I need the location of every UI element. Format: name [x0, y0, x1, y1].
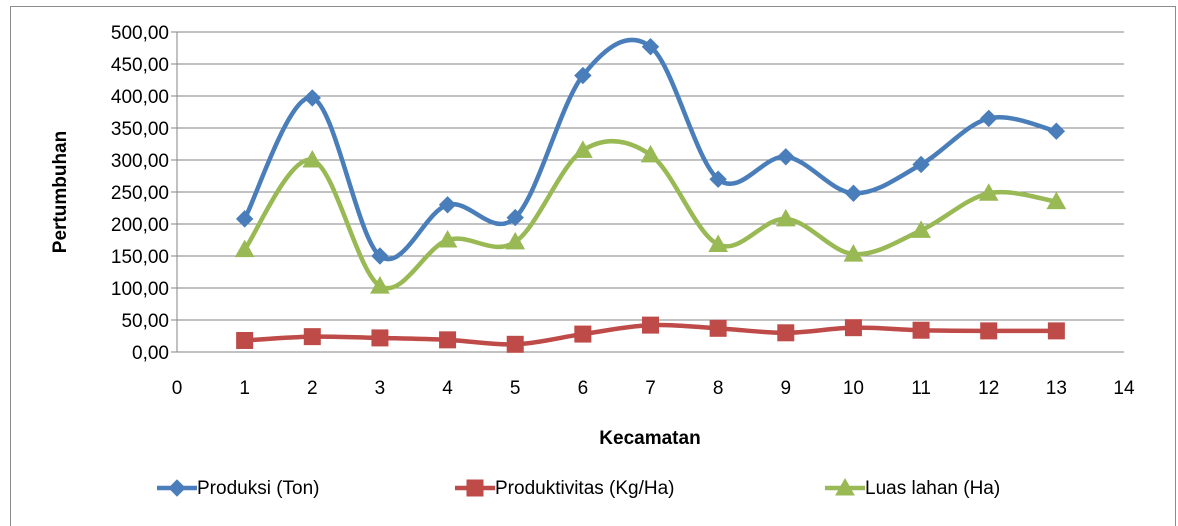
data-point-2: [236, 331, 254, 349]
y-tick-label: 400,00: [111, 87, 169, 108]
data-point-1: [574, 66, 592, 85]
data-point-2: [371, 329, 389, 347]
data-point-3: [505, 231, 526, 250]
y-axis-title: Pertumbuhan: [50, 131, 71, 253]
data-point-2: [777, 324, 795, 342]
x-tick-label: 2: [307, 378, 318, 399]
data-point-3: [708, 234, 728, 252]
y-tick-label: 250,00: [111, 183, 169, 204]
data-point-2: [1047, 322, 1065, 340]
x-tick-label: 13: [1046, 378, 1067, 399]
legend-label: Luas lahan (Ha): [865, 478, 1000, 499]
series-group: [234, 37, 1067, 353]
data-point-2: [303, 328, 321, 346]
data-point-1: [777, 148, 795, 166]
legend-marker: [168, 479, 186, 497]
chart-frame: [10, 6, 1176, 526]
x-tick-label: 11: [911, 378, 931, 399]
y-tick-label: 0,00: [132, 343, 169, 364]
data-point-3: [843, 244, 864, 262]
legend-marker: [835, 477, 855, 496]
y-tick-label: 300,00: [111, 151, 169, 172]
x-tick-label: 0: [172, 378, 183, 399]
line-chart: 0,00 50,00 100,00 150,00 200,00 250,00 300,00 3…: [50, 23, 1135, 499]
x-tick-label: 8: [713, 378, 724, 399]
y-tick-label: 150,00: [111, 247, 169, 268]
x-tick-label: 4: [442, 378, 453, 399]
data-point-3: [978, 183, 999, 201]
data-point-1: [371, 247, 389, 265]
data-point-1: [1047, 122, 1066, 140]
data-point-1: [844, 184, 863, 202]
legend-label: Produktivitas (Kg/Ha): [495, 478, 675, 499]
data-point-1: [641, 38, 660, 56]
series-line-3: [242, 138, 1057, 291]
x-axis-title: Kecamatan: [599, 428, 700, 449]
data-point-3: [775, 208, 796, 227]
y-tick-label: 500,00: [111, 23, 169, 44]
series-line-1: [242, 37, 1057, 262]
x-tick-label: 6: [578, 378, 589, 399]
data-point-2: [709, 319, 727, 337]
x-tick-label: 12: [978, 378, 999, 399]
y-axis-ticks: 0,00 50,00 100,00 150,00 200,00 250,00 300,00 3…: [111, 23, 169, 364]
data-point-3: [234, 239, 255, 258]
data-point-1: [303, 89, 321, 107]
x-tick-label: 1: [239, 378, 250, 399]
data-point-2: [506, 335, 524, 353]
data-point-3: [1046, 191, 1067, 210]
data-point-2: [980, 322, 998, 340]
y-tick-label: 50,00: [121, 311, 169, 332]
data-point-1: [438, 196, 457, 214]
x-tick-label: 10: [843, 378, 864, 399]
data-point-3: [573, 140, 593, 158]
data-point-2: [844, 319, 862, 337]
data-point-2: [574, 325, 592, 343]
y-tick-label: 450,00: [111, 55, 169, 76]
gridlines: [171, 31, 1124, 353]
y-tick-label: 350,00: [111, 119, 169, 140]
y-tick-label: 200,00: [111, 215, 169, 236]
data-point-3: [640, 144, 661, 163]
data-point-1: [980, 109, 998, 128]
x-tick-label: 14: [1113, 378, 1135, 399]
data-point-3: [911, 220, 931, 238]
data-point-1: [235, 210, 254, 228]
x-tick-label: 7: [645, 378, 656, 399]
data-point-3: [370, 276, 390, 294]
data-point-2: [642, 316, 659, 334]
y-tick-label: 100,00: [111, 279, 169, 300]
x-tick-label: 3: [375, 378, 386, 399]
data-point-1: [912, 155, 930, 174]
data-point-3: [437, 229, 458, 248]
legend-marker: [466, 479, 484, 497]
x-tick-label: 5: [510, 378, 521, 399]
data-point-3: [302, 149, 323, 168]
legend: Produksi (Ton) Produktivitas (Kg/Ha) Luas …: [157, 477, 1000, 499]
data-point-2: [439, 331, 457, 349]
data-point-1: [506, 208, 524, 227]
data-point-1: [709, 170, 727, 188]
data-point-2: [912, 321, 930, 339]
legend-label: Produksi (Ton): [197, 478, 320, 499]
x-axis-ticks: 0 1 2 3 4 5 6 7 8 9 10 11 12 13 14: [172, 378, 1135, 399]
x-tick-label: 9: [780, 378, 791, 399]
